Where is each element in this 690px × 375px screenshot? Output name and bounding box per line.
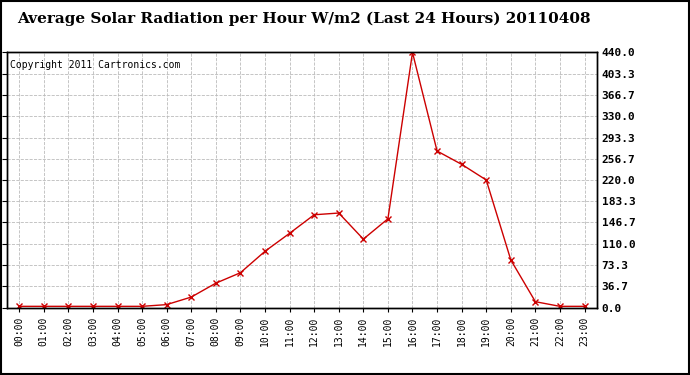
Text: Copyright 2011 Cartronics.com: Copyright 2011 Cartronics.com [10,60,180,70]
Text: Average Solar Radiation per Hour W/m2 (Last 24 Hours) 20110408: Average Solar Radiation per Hour W/m2 (L… [17,11,591,26]
